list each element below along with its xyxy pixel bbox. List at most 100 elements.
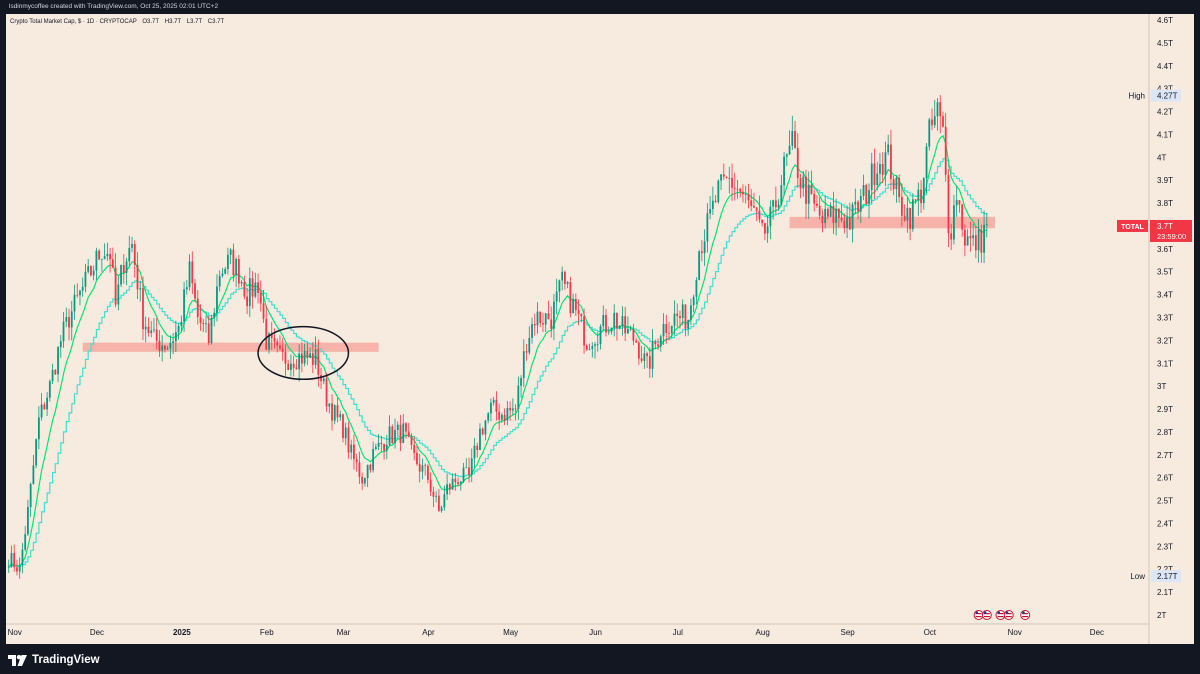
candle-body (413, 444, 416, 453)
candle-body (914, 199, 917, 201)
candle-body (353, 444, 355, 460)
chart-area[interactable]: 4.6T 4.5T 4.4T 4.3T 4.2T 4.1T 4T 3.9T 3.8T 3.7T 3.… (6, 14, 1194, 644)
candle-body (322, 378, 325, 382)
candle-body (596, 343, 599, 345)
candle-body (410, 436, 413, 445)
candle-body (733, 187, 736, 189)
total-symbol-badge (1117, 219, 1148, 232)
candle-body (111, 259, 114, 268)
candle-body (898, 177, 901, 197)
y-tick-label: 2.5T (1157, 497, 1173, 506)
candle-body (391, 426, 394, 444)
candle-body (520, 378, 522, 386)
candle-body (818, 205, 821, 216)
candle-body (446, 484, 448, 495)
x-tick-label: Dec (90, 628, 104, 637)
candle-body (788, 145, 791, 155)
event-flag-stripe (997, 616, 1004, 618)
candle-body (920, 189, 922, 204)
candle-body (509, 408, 512, 411)
candle-body (547, 313, 550, 320)
candle-body (890, 144, 892, 180)
candle-body (470, 458, 473, 475)
bottom-bar (0, 644, 1200, 674)
y-tick-label: 3.6T (1157, 245, 1173, 254)
candle-body (717, 180, 720, 203)
candle-body (750, 200, 753, 206)
chart-canvas[interactable]: 4.6T 4.5T 4.4T 4.3T 4.2T 4.1T 4T 3.9T 3.8T 3.7T 3.… (6, 14, 1194, 644)
tradingview-logo[interactable]: TradingView (8, 653, 100, 667)
x-tick-label: Jul (673, 628, 683, 637)
candle-body (122, 265, 125, 273)
y-tick-label: 4.2T (1157, 108, 1173, 117)
candle-body (728, 177, 731, 179)
candle-body (221, 273, 224, 276)
candle-body (720, 174, 722, 181)
candle-body (561, 271, 564, 281)
y-tick-label: 4.4T (1157, 62, 1173, 71)
candle-body (906, 207, 909, 221)
candle-body (706, 213, 709, 242)
candle-body (484, 420, 487, 435)
candle-body (514, 408, 517, 410)
candle-body (188, 261, 191, 288)
candle-body (369, 464, 372, 471)
credit-text: lsdinmycoffee created with TradingView.c… (9, 3, 219, 10)
price-badge (1150, 219, 1192, 242)
candle-body (555, 291, 558, 302)
candle-body (783, 156, 785, 186)
candle-body (848, 217, 851, 230)
candle-body (963, 229, 966, 246)
event-flag-stripe (983, 613, 990, 615)
candle-body (331, 403, 333, 421)
candle-body (876, 173, 879, 186)
candle-body (577, 310, 580, 314)
candle-body (473, 445, 476, 459)
candle-body (711, 200, 714, 210)
candle-body (687, 319, 690, 329)
event-flag-canton (1022, 611, 1025, 614)
candle-body (468, 467, 470, 475)
candle-body (383, 443, 385, 451)
candle-body (643, 353, 646, 361)
candle-body (120, 265, 122, 285)
candle-body (235, 258, 238, 276)
candle-body (574, 299, 577, 311)
candle-body (544, 313, 547, 325)
candle-body (947, 174, 950, 234)
candle-body (583, 316, 585, 346)
candle-body (662, 323, 665, 337)
candle-body (761, 219, 764, 224)
candle-body (911, 199, 914, 230)
candle-body (7, 566, 10, 568)
candle-body (144, 326, 147, 330)
candle-body (769, 206, 772, 227)
candle-body (665, 323, 668, 333)
event-flag-stripe (1005, 616, 1012, 618)
candle-body (725, 176, 728, 179)
candle-body (659, 336, 662, 347)
candle-body (224, 269, 227, 274)
candle-body (273, 337, 276, 342)
candle-body (607, 331, 610, 333)
candle-body (550, 319, 553, 329)
candle-body (377, 442, 380, 447)
event-flag-circle (1003, 610, 1014, 620)
total-symbol-text: TOTAL (1121, 224, 1144, 231)
x-tick-label: Jun (589, 628, 602, 637)
candle-body (533, 324, 536, 326)
candle-body (511, 408, 514, 411)
candle-body (722, 174, 725, 177)
candle-body (295, 367, 298, 370)
candle-body (835, 208, 838, 223)
candle-body (98, 250, 101, 260)
candle-body (399, 424, 402, 444)
candle-body (380, 442, 383, 444)
candle-body (451, 478, 454, 490)
candle-body (900, 196, 903, 216)
candle-body (881, 164, 884, 175)
price-badge-value: 3.7T (1157, 222, 1173, 231)
event-flag-stripe (1022, 616, 1029, 618)
candle-body (388, 426, 391, 446)
candle-body (903, 215, 906, 221)
